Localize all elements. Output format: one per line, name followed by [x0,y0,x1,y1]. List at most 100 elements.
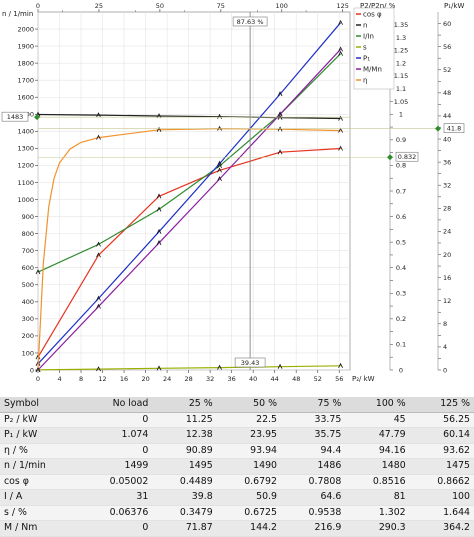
data-point-marker [156,240,162,246]
legend-entry: s [363,44,367,52]
data-point-marker [338,115,343,121]
value-cell: 0 [78,443,153,459]
left-tick-label: 1700 [17,76,34,84]
legend-entry: I/In [363,33,374,41]
value-cell: 56.25 [409,412,474,428]
load-point-table: Symbol No load 25 % 50 % 75 % 100 % 125 % P₂ /… [0,397,474,537]
right-tick-label: 16 [443,274,451,282]
data-point-marker [277,91,283,97]
middle-tick-label: 0.8 [396,162,406,170]
value-cell: 0.7808 [281,474,346,490]
series-line [37,48,342,371]
data-point-marker [156,365,162,371]
data-point-marker [96,295,101,301]
left-tick-label: 1400 [17,128,34,136]
left-tick-label: 700 [22,247,34,255]
value-cell: 0.6792 [216,474,281,490]
cursor-left-diamond [34,114,40,121]
row-symbol-cell: P₂ / kW [0,412,79,428]
cursor-mid-label: 0.832 [398,153,417,161]
value-cell: 11.25 [152,412,217,428]
value-cell: 1490 [216,458,281,475]
data-point-marker [35,354,41,360]
cursor-right-diamond [435,125,441,132]
middle-tick-label: 1.15 [394,72,408,80]
motor-characteristic-chart: 0 4 8 12 16 20 24 28 32 36 40 44 48 52 56 P₂/ kW 0 25 50 75… [1,2,464,383]
value-cell: 364.2 [409,520,474,537]
value-cell: 0.3479 [152,505,217,521]
right-tick-label: 12 [443,297,451,305]
value-cell: 60.14 [409,427,474,444]
series-line [37,22,342,365]
left-tick-label: 100 [22,349,34,357]
data-point-marker [156,228,162,234]
cursor-right-label: 41.8 [447,125,461,133]
top-tick-label: 50 [156,2,164,10]
column-header: 50 % [216,397,281,413]
x-tick-label: 16 [120,375,128,383]
cursor-mid-box [395,151,419,162]
data-point-marker [35,367,41,373]
right-tick-label: 4 [443,343,447,351]
value-cell: 1475 [409,458,474,475]
chart-svg: 0 4 8 12 16 20 24 28 32 36 40 44 48 52 56 P₂/ kW0 25 50 75… [1,2,464,383]
right-tick-label: 48 [443,89,451,97]
right-tick-label: 36 [443,158,451,166]
value-cell: 0.8516 [345,474,410,490]
left-tick-label: 2000 [17,25,34,33]
legend-entry: cos φ [363,11,382,19]
value-cell: 1.074 [78,427,153,444]
data-point-marker [277,126,283,132]
value-cell: 0 [78,412,153,428]
data-point-marker [96,252,101,258]
data-point-marker [217,125,222,131]
cursor-top-label: 87.63 % [237,18,264,26]
middle-tick-label: 0.4 [396,264,406,272]
row-symbol-cell: η / % [0,443,79,459]
data-point-marker [96,134,101,140]
value-cell: 0.06376 [78,505,153,521]
column-header: 75 % [281,397,346,413]
left-tick-label: 400 [22,298,34,306]
table-row: cos φ 0.05002 0.4489 0.6792 0.7808 0.8516 0.86… [0,474,474,490]
column-header: 25 % [152,397,217,413]
data-point-marker [277,114,283,120]
left-axis-title: n / 1/min [2,10,33,18]
cursor-top-box [232,16,268,27]
right-tick-label: 60 [443,20,451,28]
column-header: No load [78,397,153,413]
data-point-marker [96,303,101,309]
row-symbol-cell: n / 1/min [0,458,79,475]
right-tick-label: 24 [443,228,451,236]
right-tick-label: 8 [443,320,447,328]
row-symbol-cell: P₁ / kW [0,427,79,444]
data-point-marker [217,160,222,166]
right-tick-label: 44 [443,112,451,120]
x-tick-label: 48 [292,375,300,383]
table-row: η / % 0 90.89 93.94 94.4 94.16 93.62 [0,443,474,459]
value-cell: 12.38 [152,427,217,444]
top-axis-title: P2/P2n/ % [360,2,396,10]
value-cell: 23.95 [216,427,281,444]
middle-tick-label: 1.25 [394,47,408,55]
middle-tick-label: 1 [399,111,403,119]
value-cell: 0.6725 [216,505,281,521]
legend-entry: P₁ [363,55,370,63]
value-cell: 94.4 [281,443,346,459]
data-point-marker [277,149,283,155]
top-tick-label: 75 [217,2,225,10]
row-symbol-cell: I / A [0,489,79,506]
value-cell: 1.644 [409,505,474,521]
row-symbol-cell: cos φ [0,474,79,490]
x-tick-label: 0 [36,375,40,383]
data-point-marker [96,241,101,247]
left-tick-label: 1100 [17,179,34,187]
x-tick-label: 32 [206,375,214,383]
data-point-marker [217,176,222,182]
cursor-mid-diamond [387,154,393,161]
x-tick-label: 12 [98,375,106,383]
middle-tick-label: 1.2 [396,59,406,67]
left-tick-label: 900 [22,213,34,221]
middle-tick-label: 1.05 [394,98,408,106]
value-cell: 39.8 [152,489,217,506]
